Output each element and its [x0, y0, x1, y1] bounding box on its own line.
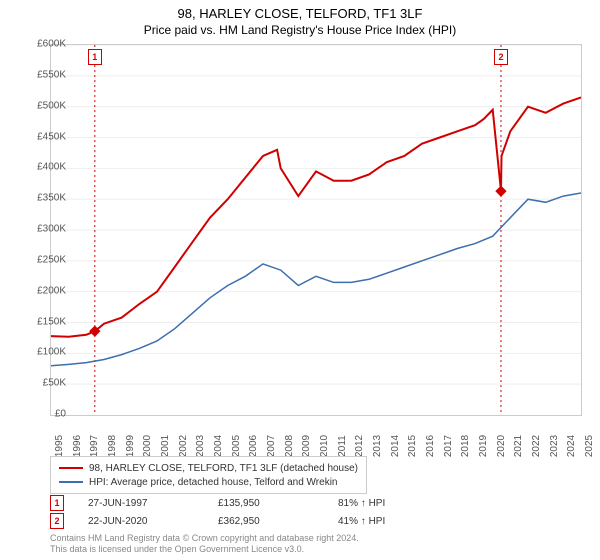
- x-tick-label: 2009: [301, 435, 312, 457]
- attribution-line: Contains HM Land Registry data © Crown c…: [50, 533, 359, 544]
- y-tick-label: £450K: [37, 131, 66, 142]
- y-tick-label: £50K: [43, 378, 66, 389]
- legend-item: HPI: Average price, detached house, Telf…: [59, 475, 358, 489]
- x-tick-label: 2018: [460, 435, 471, 457]
- txn-pct: 41% ↑ HPI: [338, 516, 468, 527]
- txn-date: 27-JUN-1997: [88, 498, 218, 509]
- y-tick-label: £0: [55, 409, 66, 420]
- x-tick-label: 2025: [584, 435, 595, 457]
- x-tick-label: 2021: [513, 435, 524, 457]
- table-row: 1 27-JUN-1997 £135,950 81% ↑ HPI: [50, 494, 468, 512]
- attribution-line: This data is licensed under the Open Gov…: [50, 544, 359, 555]
- marker-badge: 1: [88, 49, 102, 65]
- y-tick-label: £500K: [37, 100, 66, 111]
- transactions-table: 1 27-JUN-1997 £135,950 81% ↑ HPI 2 22-JU…: [50, 494, 468, 530]
- y-tick-label: £350K: [37, 193, 66, 204]
- y-tick-label: £400K: [37, 162, 66, 173]
- y-tick-label: £600K: [37, 39, 66, 50]
- x-tick-label: 2010: [319, 435, 330, 457]
- txn-price: £135,950: [218, 498, 338, 509]
- x-tick-label: 2019: [478, 435, 489, 457]
- x-tick-label: 2012: [354, 435, 365, 457]
- x-tick-label: 1996: [72, 435, 83, 457]
- x-tick-label: 2001: [160, 435, 171, 457]
- attribution: Contains HM Land Registry data © Crown c…: [50, 533, 359, 555]
- title-block: 98, HARLEY CLOSE, TELFORD, TF1 3LF Price…: [0, 0, 600, 37]
- x-tick-label: 2008: [284, 435, 295, 457]
- x-tick-label: 2017: [443, 435, 454, 457]
- x-tick-label: 2006: [248, 435, 259, 457]
- table-row: 2 22-JUN-2020 £362,950 41% ↑ HPI: [50, 512, 468, 530]
- plot-svg: [51, 45, 581, 415]
- x-tick-label: 2000: [142, 435, 153, 457]
- legend-swatch: [59, 467, 83, 469]
- y-tick-label: £200K: [37, 285, 66, 296]
- txn-pct: 81% ↑ HPI: [338, 498, 468, 509]
- marker-badge: 1: [50, 495, 64, 511]
- x-tick-label: 2002: [178, 435, 189, 457]
- y-tick-label: £550K: [37, 69, 66, 80]
- marker-badge: 2: [50, 513, 64, 529]
- chart-title: 98, HARLEY CLOSE, TELFORD, TF1 3LF: [0, 6, 600, 21]
- chart-container: 98, HARLEY CLOSE, TELFORD, TF1 3LF Price…: [0, 0, 600, 560]
- legend: 98, HARLEY CLOSE, TELFORD, TF1 3LF (deta…: [50, 456, 367, 494]
- x-tick-label: 2023: [549, 435, 560, 457]
- legend-label: 98, HARLEY CLOSE, TELFORD, TF1 3LF (deta…: [89, 463, 358, 474]
- x-tick-label: 1995: [54, 435, 65, 457]
- x-tick-label: 1998: [107, 435, 118, 457]
- x-tick-label: 1999: [125, 435, 136, 457]
- chart-subtitle: Price paid vs. HM Land Registry's House …: [0, 23, 600, 37]
- x-tick-label: 2007: [266, 435, 277, 457]
- x-tick-label: 2004: [213, 435, 224, 457]
- x-tick-label: 2013: [372, 435, 383, 457]
- y-tick-label: £300K: [37, 224, 66, 235]
- x-tick-label: 2016: [425, 435, 436, 457]
- marker-badge: 2: [494, 49, 508, 65]
- txn-date: 22-JUN-2020: [88, 516, 218, 527]
- x-tick-label: 2024: [566, 435, 577, 457]
- x-tick-label: 2015: [407, 435, 418, 457]
- x-tick-label: 1997: [89, 435, 100, 457]
- legend-swatch: [59, 481, 83, 483]
- y-tick-label: £250K: [37, 254, 66, 265]
- x-tick-label: 2011: [337, 435, 348, 457]
- plot-area: 12: [50, 44, 582, 416]
- legend-item: 98, HARLEY CLOSE, TELFORD, TF1 3LF (deta…: [59, 461, 358, 475]
- legend-label: HPI: Average price, detached house, Telf…: [89, 477, 338, 488]
- y-tick-label: £100K: [37, 347, 66, 358]
- y-tick-label: £150K: [37, 316, 66, 327]
- x-tick-label: 2003: [195, 435, 206, 457]
- x-tick-label: 2005: [231, 435, 242, 457]
- x-tick-label: 2020: [496, 435, 507, 457]
- txn-price: £362,950: [218, 516, 338, 527]
- x-tick-label: 2014: [390, 435, 401, 457]
- x-tick-label: 2022: [531, 435, 542, 457]
